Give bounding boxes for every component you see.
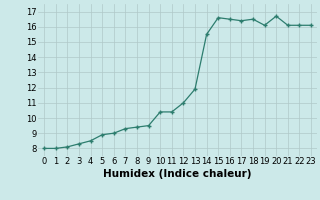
X-axis label: Humidex (Indice chaleur): Humidex (Indice chaleur) xyxy=(103,169,252,179)
